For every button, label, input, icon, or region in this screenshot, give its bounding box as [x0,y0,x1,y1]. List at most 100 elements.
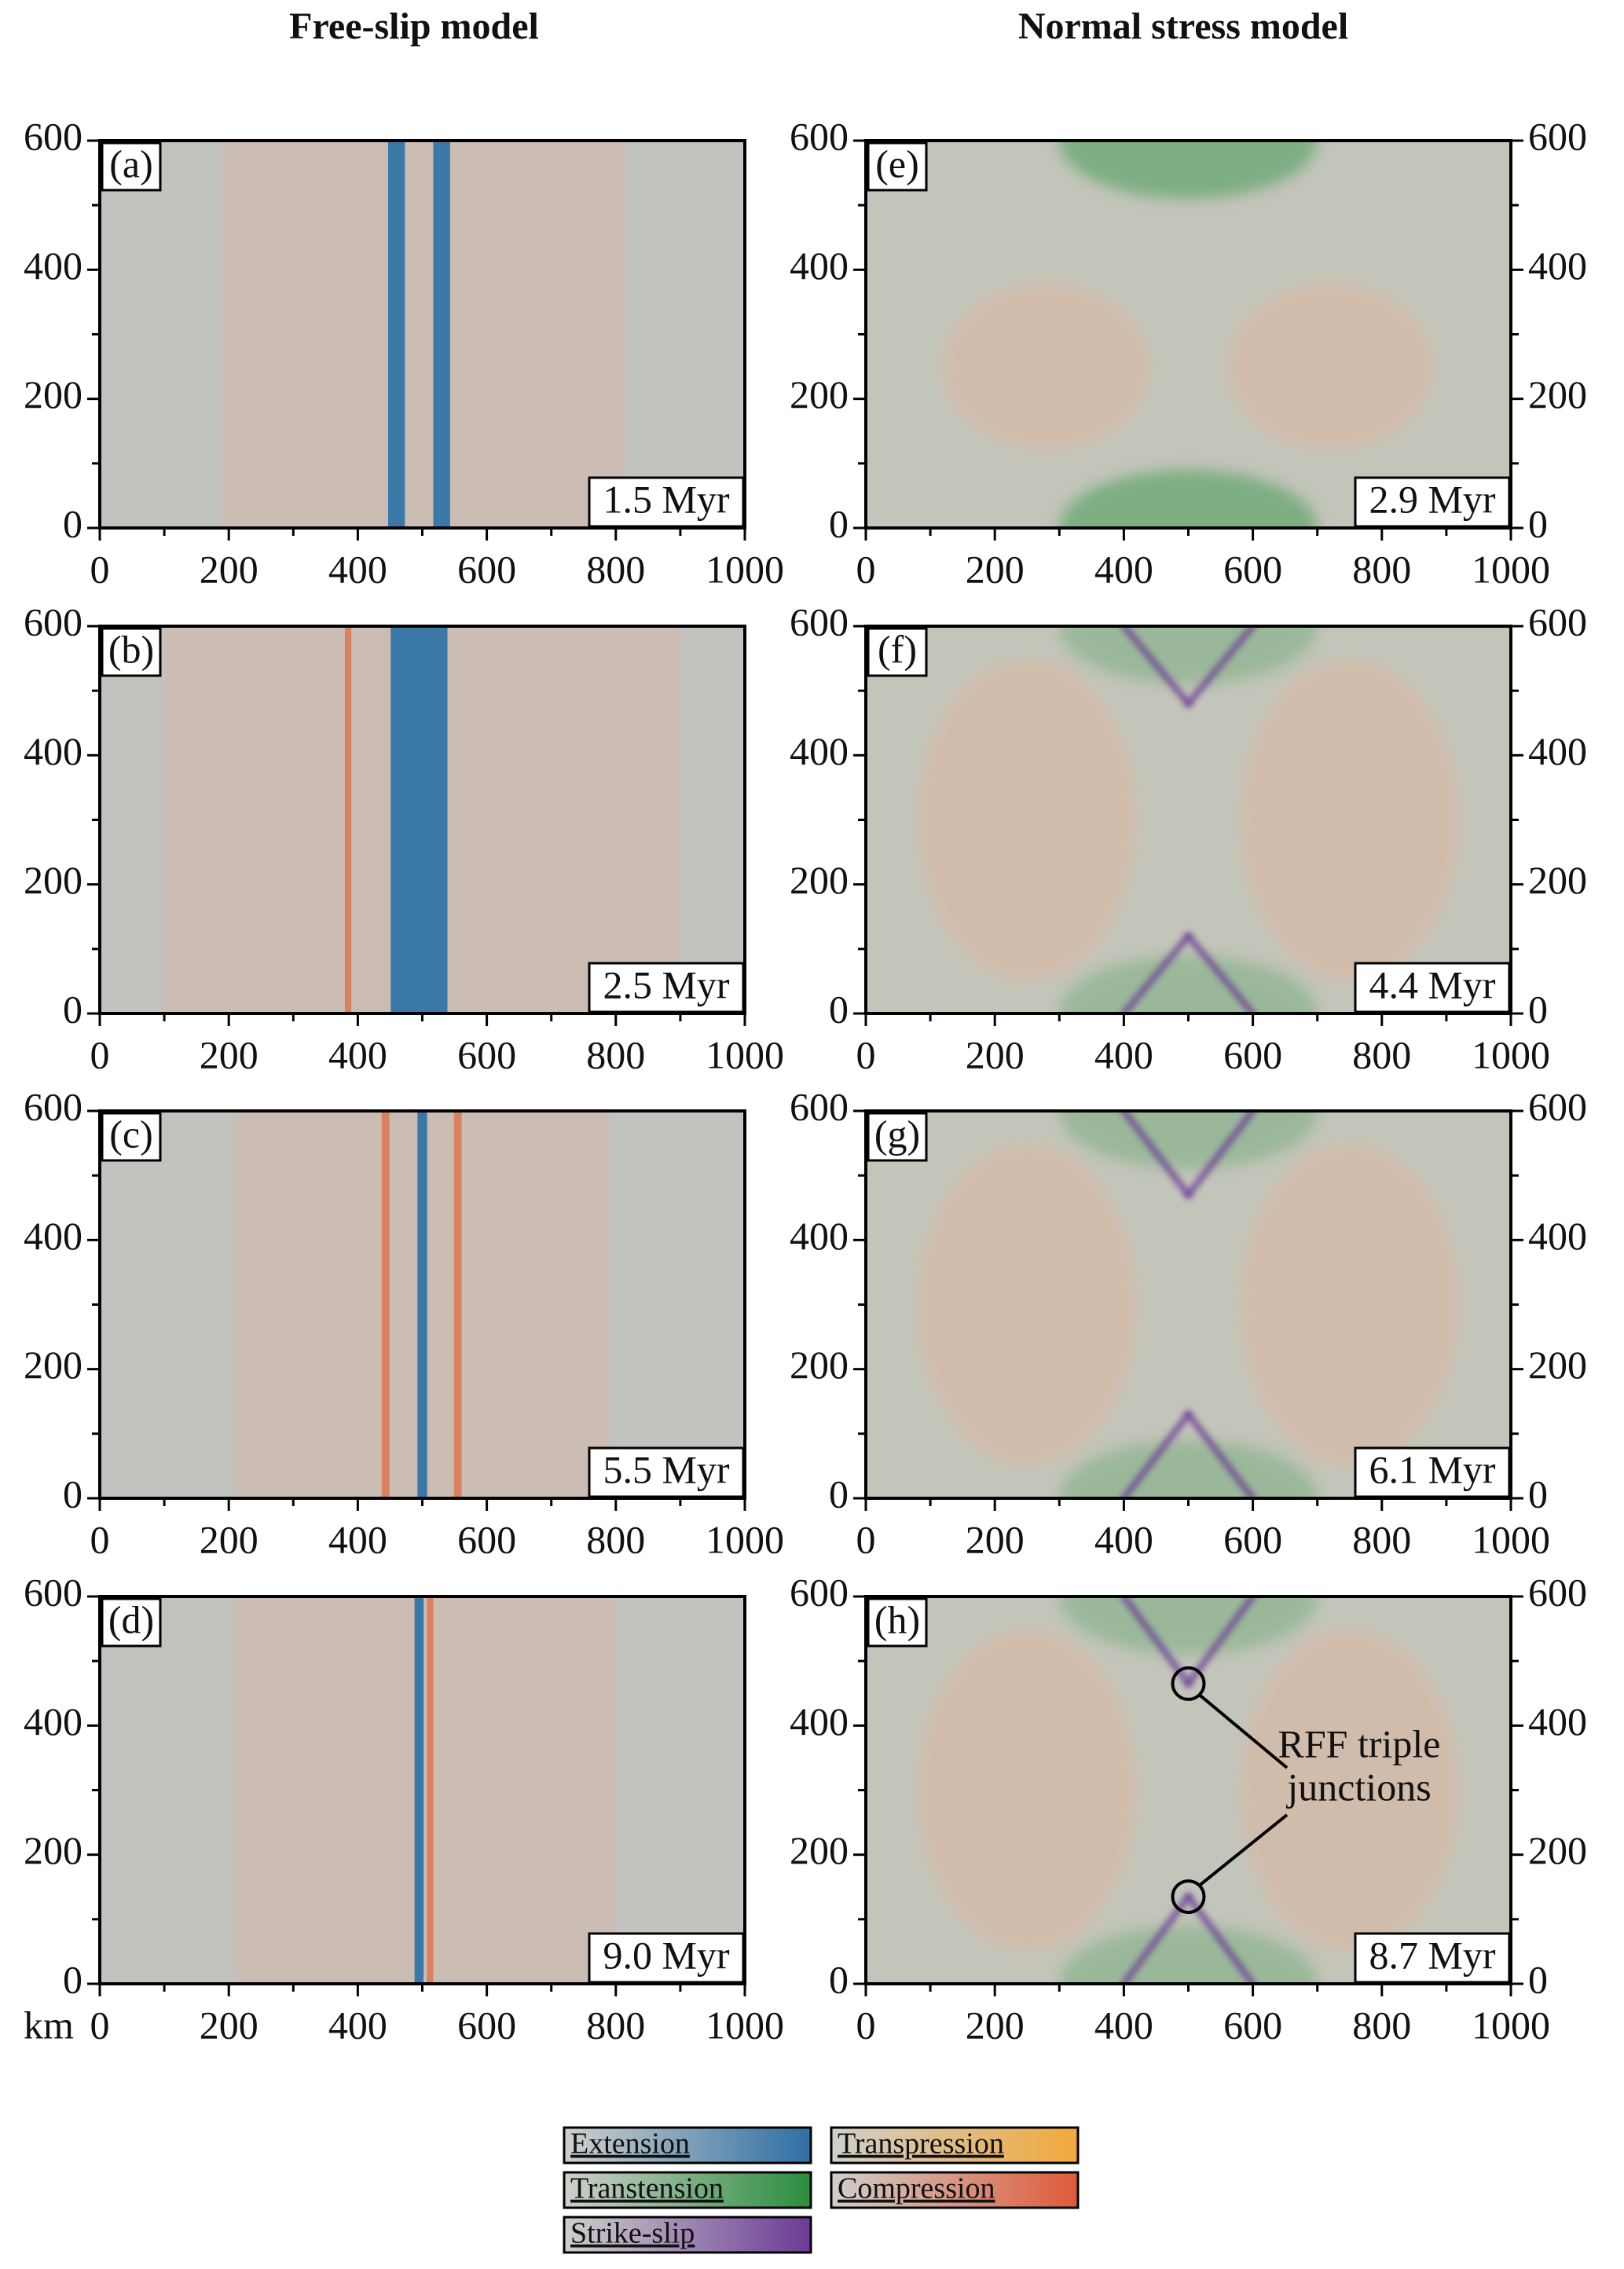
panel-label-box [867,141,928,192]
x-tick-label: 200 [966,1517,1025,1561]
panel-field [100,141,745,528]
x-tick-label: 200 [200,1032,258,1076]
field-zone [405,626,432,1014]
x-tick-label: 0 [90,547,110,591]
column-title: Normal stress model [1018,5,1348,47]
legend-swatch [830,2126,1080,2165]
field-band [1185,1893,1256,1984]
panel-field [866,1596,1511,1984]
x-tick-label: 200 [966,1032,1025,1076]
field-zone [1240,1629,1460,1952]
y-tick-label: 0 [829,501,849,545]
x-tick-label: 200 [200,2003,258,2047]
x-tick-label: 0 [90,1032,110,1076]
y-tick-label: 600 [1528,1084,1587,1128]
x-tick-label: 1000 [706,1032,784,1076]
x-tick-label: 0 [856,1517,876,1561]
y-tick-label: 400 [1528,1699,1587,1743]
field-zone [1240,1143,1460,1466]
y-tick-label: 400 [790,1214,849,1258]
y-tick-label: 600 [1528,599,1587,643]
time-label: 4.4 Myr [1369,962,1495,1006]
time-box [588,476,745,528]
x-tick-label: 800 [586,2003,645,2047]
field-zone [917,1143,1137,1466]
time-box [1354,476,1511,528]
field-zone [414,1596,424,1984]
y-tick-label: 0 [63,1957,82,2001]
pointer [1199,1694,1289,1769]
field-zone [1059,141,1318,199]
x-tick-label: 800 [1352,1032,1411,1076]
y-tick-label: 200 [24,1828,82,1872]
panel-label-box [867,1597,928,1648]
field-zone [453,1111,462,1498]
time-box [588,1446,745,1498]
panel-field [866,626,1511,1014]
x-tick-label: 200 [200,547,258,591]
x-tick-label: 800 [1352,547,1411,591]
y-tick-label: 400 [24,1214,82,1258]
y-tick-label: 600 [24,1084,82,1128]
y-tick-label: 400 [24,729,82,773]
x-tick-label: 200 [966,547,1025,591]
y-tick-label: 200 [24,372,82,416]
time-label: 5.5 Myr [603,1447,729,1491]
legend-label: Transpression [838,2128,1004,2161]
y-tick-label: 200 [1528,1343,1587,1387]
x-tick-label: 1000 [1472,1032,1550,1076]
x-tick-label: 800 [586,1517,645,1561]
field-zone [917,658,1137,981]
y-tick-label: 0 [829,987,849,1031]
y-tick-label: 200 [24,858,82,902]
y-tick-label: 600 [790,114,849,158]
x-tick-label: 800 [586,1032,645,1076]
y-tick-label: 0 [1528,987,1548,1031]
time-box [1354,1932,1511,1984]
panel-label: (g) [874,1112,920,1156]
field-band [1185,1411,1256,1498]
y-tick-label: 200 [1528,372,1587,416]
x-tick-label: 400 [1094,1032,1153,1076]
panel-label-box [101,1597,162,1648]
x-tick-label: 400 [1094,547,1153,591]
y-tick-label: 400 [1528,244,1587,288]
field-zone [427,1596,434,1984]
time-label: 2.5 Myr [603,962,729,1006]
time-label: 2.9 Myr [1369,477,1495,521]
time-box [1354,1446,1511,1498]
field-band [1185,1111,1256,1198]
panel-label: (d) [108,1597,154,1641]
field-band [1120,933,1192,1014]
y-tick-label: 600 [790,599,849,643]
y-tick-label: 0 [63,987,82,1031]
legend-swatch [563,2126,812,2165]
x-tick-label: 600 [457,2003,516,2047]
x-tick-label: 0 [90,2003,110,2047]
y-tick-label: 600 [24,114,82,158]
time-label: 8.7 Myr [1369,1933,1495,1977]
x-tick-label: 1000 [1472,2003,1550,2047]
x-tick-label: 0 [90,1517,110,1561]
field-zone [381,1111,390,1498]
y-tick-label: 600 [790,1570,849,1614]
y-tick-label: 200 [24,1343,82,1387]
y-tick-label: 600 [24,1570,82,1614]
field-band [1120,626,1192,707]
y-tick-label: 200 [1528,858,1587,902]
field-band [1120,1111,1192,1198]
field-band [1185,1596,1256,1687]
pointer [1199,1813,1289,1886]
panel-label-box [101,627,162,677]
y-tick-label: 0 [63,1472,82,1516]
y-tick-label: 200 [790,372,849,416]
x-tick-label: 800 [586,547,645,591]
y-tick-label: 400 [790,729,849,773]
field-zone [222,141,626,528]
panel-label: (c) [109,1112,153,1156]
field-zone [387,141,405,528]
field-zone [433,141,450,528]
x-tick-label: 0 [856,547,876,591]
x-tick-label: 600 [1223,547,1282,591]
